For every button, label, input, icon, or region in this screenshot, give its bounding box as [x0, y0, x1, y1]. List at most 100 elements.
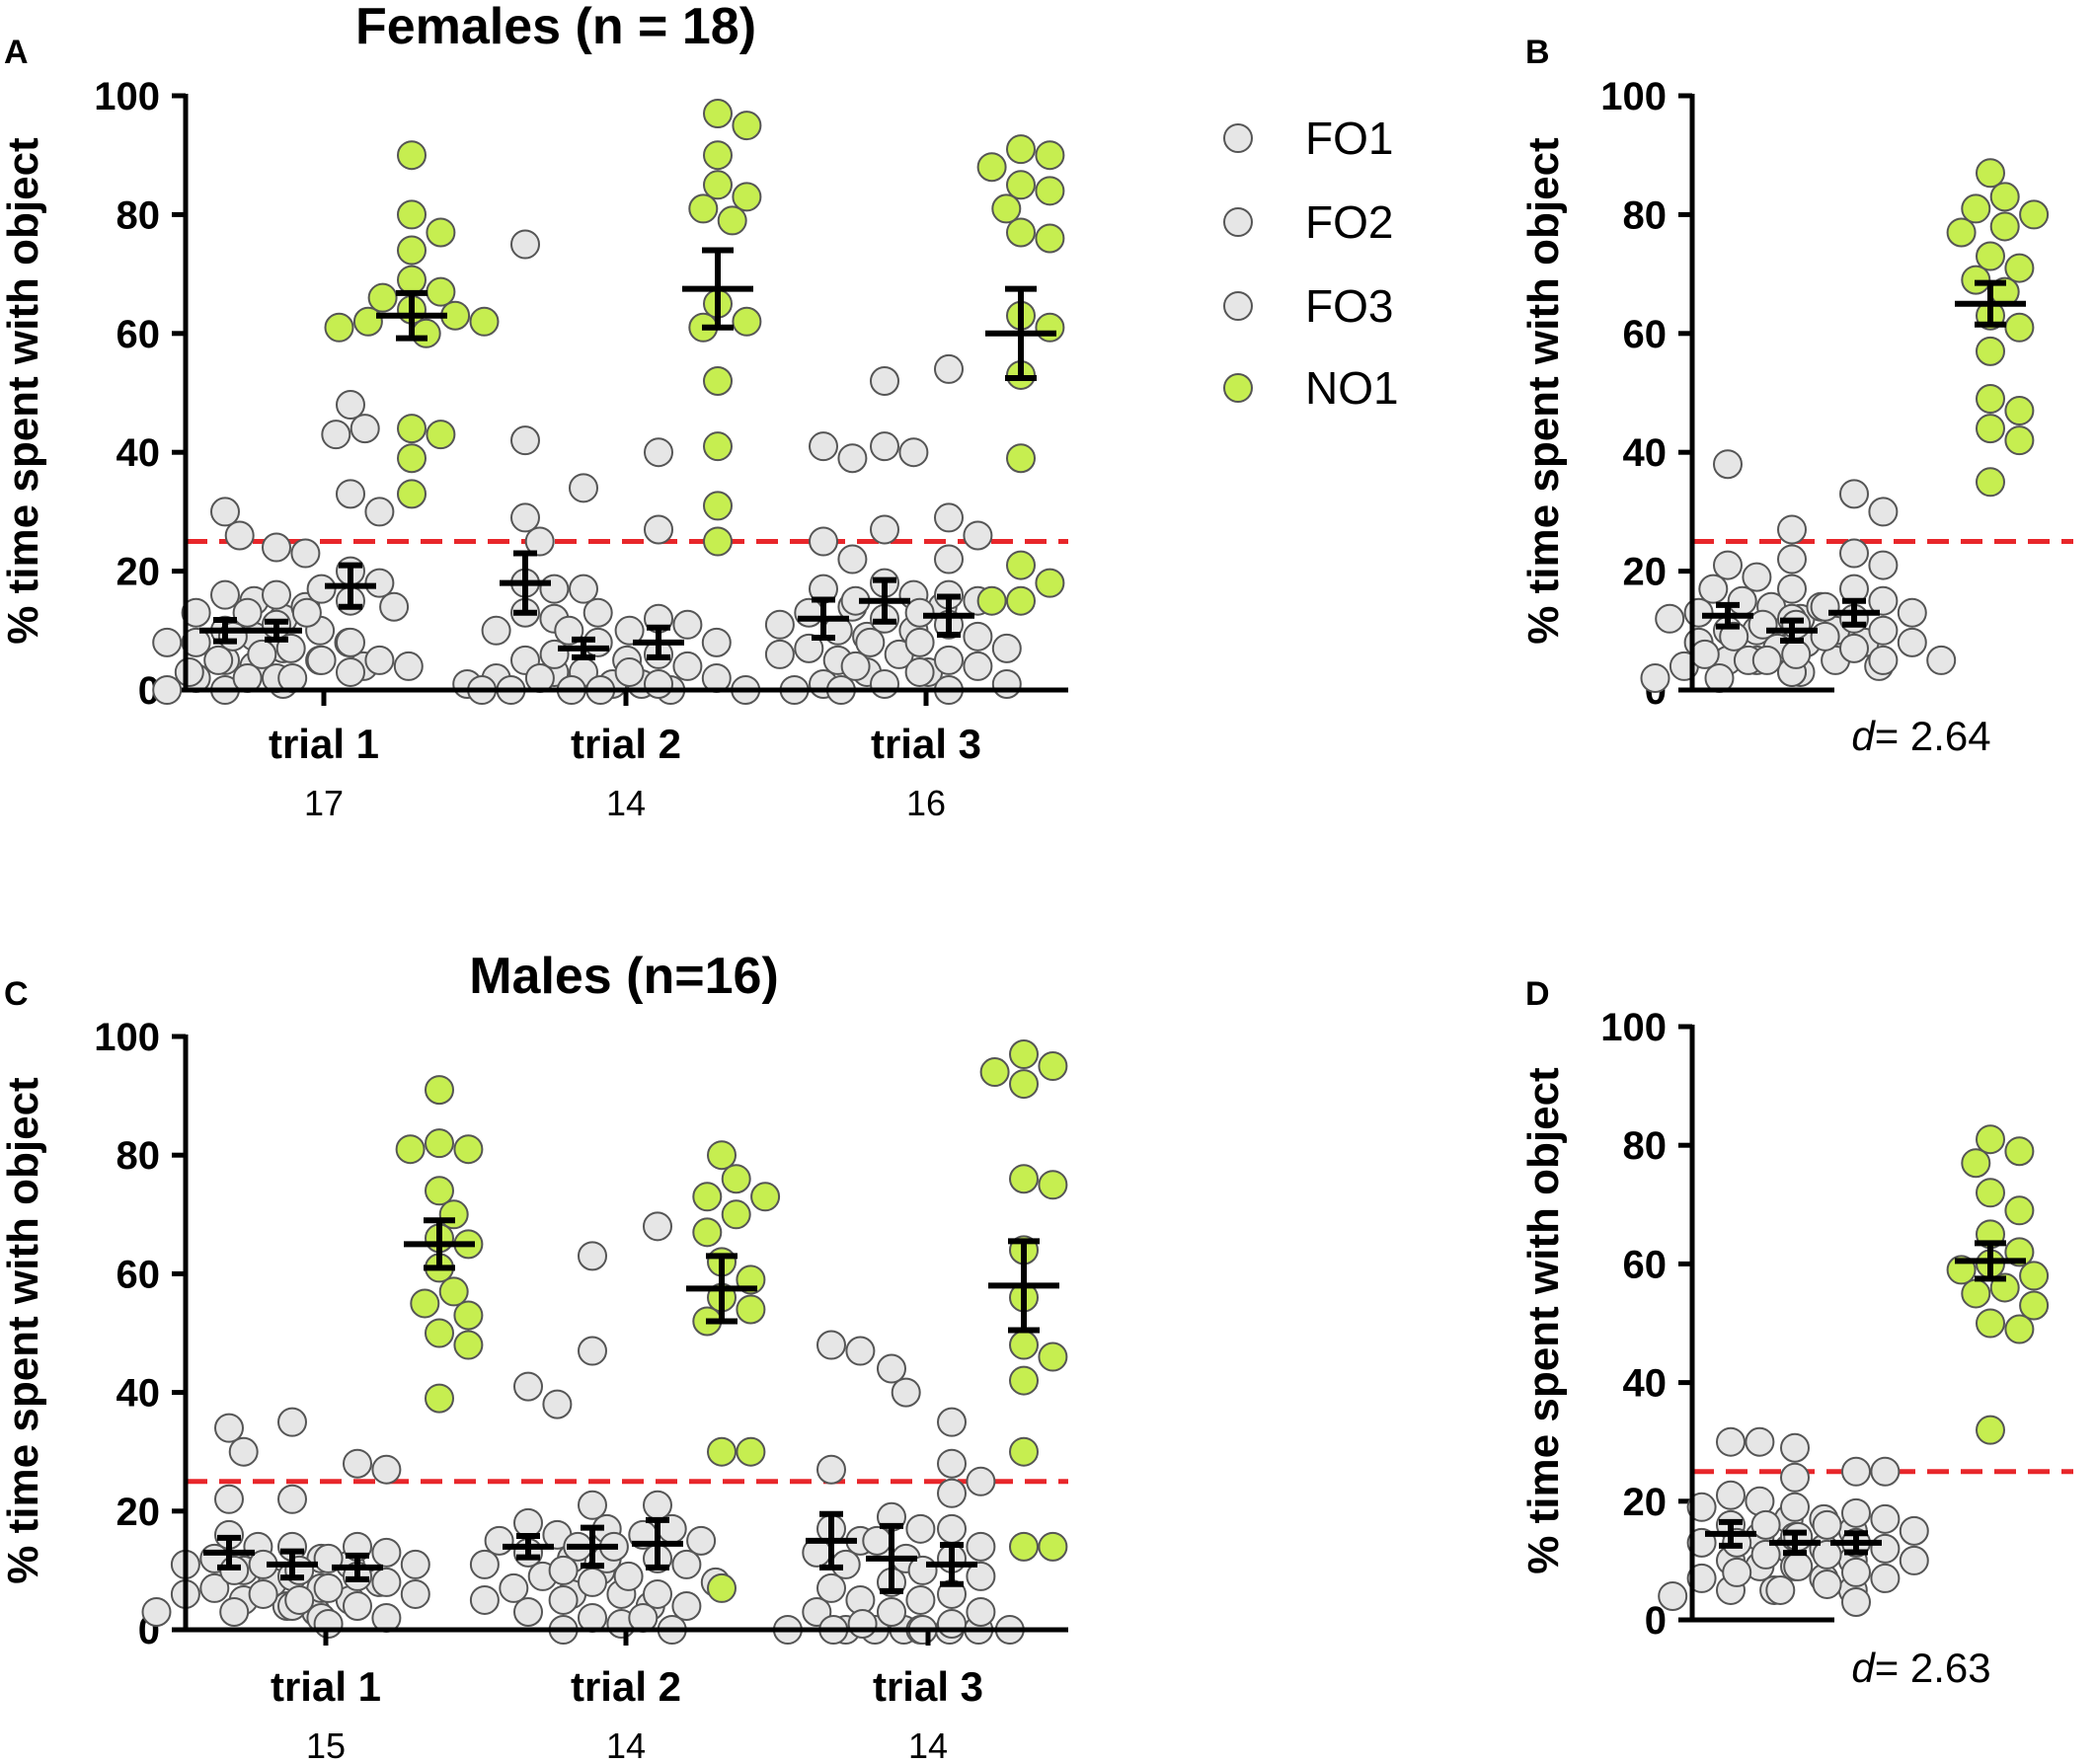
data-point-no1	[453, 1134, 484, 1165]
data-point-no1	[703, 170, 733, 200]
y-tick-label: 40	[116, 1372, 161, 1416]
data-point-fo2	[174, 656, 204, 687]
data-point-no1	[1009, 1330, 1039, 1360]
data-point-fo3	[672, 609, 703, 640]
data-point-fo3	[966, 1531, 996, 1562]
data-point-fo3	[1751, 645, 1782, 675]
data-point-no1	[1009, 1039, 1039, 1070]
data-point-no1	[425, 1318, 454, 1348]
y-tick-label: 80	[1623, 1124, 1668, 1168]
data-point-fo2	[905, 1513, 936, 1544]
data-point-fo1	[513, 1596, 543, 1627]
data-point-no1	[1038, 1342, 1068, 1372]
data-point-no1	[991, 193, 1022, 224]
data-point-fo3	[644, 514, 673, 545]
data-point-fo3	[1839, 633, 1869, 663]
data-point-fo3	[1810, 621, 1840, 652]
x-group-count: 15	[306, 1726, 346, 1764]
data-point-fo2	[277, 1407, 307, 1437]
data-point-fo3	[1897, 597, 1927, 628]
data-point-fo3	[644, 437, 673, 468]
panel-letter-b: B	[1525, 34, 1550, 71]
data-point-fo1	[539, 574, 570, 604]
data-point-no1	[1035, 312, 1065, 343]
data-point-fo2	[569, 574, 598, 604]
data-point-fo3	[934, 544, 964, 575]
y-tick-label: 60	[116, 313, 161, 356]
data-point-fo3	[1868, 550, 1899, 580]
data-point-fo1	[210, 497, 240, 527]
data-point-fo3	[284, 1584, 315, 1615]
data-point-fo3	[643, 1578, 672, 1609]
data-point-fo3	[364, 497, 395, 527]
data-point-fo3	[1870, 1563, 1901, 1593]
data-point-fo2	[539, 639, 570, 669]
data-point-fo2	[870, 514, 899, 545]
data-point-fo3	[614, 656, 645, 687]
data-point-fo2	[855, 627, 886, 657]
data-point-fo2	[290, 538, 321, 569]
data-point-fo2	[262, 579, 291, 610]
effect-symbol: d	[1851, 713, 1876, 759]
data-point-no1	[2004, 312, 2035, 343]
data-point-no1	[2004, 1136, 2035, 1167]
legend-label-fo3: FO3	[1305, 280, 1393, 332]
y-tick-label: 60	[1623, 313, 1668, 356]
y-tick-label: 0	[1645, 1599, 1667, 1643]
data-point-no1	[2004, 1195, 2035, 1226]
data-point-no1	[707, 1140, 737, 1171]
data-point-fo3	[613, 1561, 644, 1591]
data-point-fo2	[1777, 514, 1807, 545]
effect-value: = 2.63	[1875, 1645, 1991, 1691]
data-point-fo3	[937, 1407, 967, 1437]
panel-a-x-labels: trial 1 17 trial 2 14 trial 3 16	[269, 721, 981, 823]
data-point-fo3	[1868, 645, 1899, 675]
data-point-fo1	[845, 1336, 876, 1366]
data-point-fo3	[1868, 585, 1899, 616]
data-point-no1	[1006, 170, 1036, 200]
data-point-fo2	[891, 1377, 921, 1408]
data-point-no1	[1946, 217, 1977, 248]
data-point-fo1	[524, 526, 555, 557]
data-point-fo2	[1689, 639, 1720, 669]
data-point-no1	[397, 140, 427, 171]
data-point-fo1	[214, 1484, 244, 1514]
data-point-no1	[717, 205, 747, 236]
panel-d-males-pooled: D % time spent with object 020406080100 …	[1519, 975, 2073, 1691]
panel-d-effect-size: d= 2.63	[1851, 1645, 1990, 1691]
legend-label-no1: NO1	[1305, 362, 1399, 414]
data-point-fo3	[1810, 591, 1840, 622]
y-tick-label: 20	[1623, 1481, 1668, 1524]
x-group-label: trial 1	[269, 721, 379, 767]
data-point-no1	[411, 318, 441, 348]
data-point-fo1	[481, 615, 511, 646]
data-point-fo3	[291, 597, 322, 628]
panel-b-effect-size: d= 2.64	[1851, 713, 1990, 759]
data-point-no1	[1976, 158, 2005, 189]
data-point-fo2	[1777, 544, 1807, 575]
data-point-no1	[688, 193, 719, 224]
data-point-fo1	[816, 1454, 846, 1485]
data-point-fo2	[548, 1555, 579, 1585]
y-tick-label: 100	[1600, 1006, 1667, 1049]
legend-marker-fo2	[1223, 207, 1253, 237]
data-point-no1	[1038, 1170, 1068, 1200]
data-point-fo3	[343, 1590, 372, 1621]
data-point-fo2	[247, 639, 277, 669]
effect-symbol: d	[1851, 1645, 1876, 1691]
y-tick-label: 40	[1623, 431, 1668, 475]
data-point-fo3	[966, 1596, 996, 1627]
data-point-fo2	[232, 597, 263, 628]
y-tick-label: 80	[116, 1134, 161, 1178]
data-point-no1	[1976, 384, 2005, 415]
data-point-fo3	[343, 1448, 372, 1479]
data-point-fo3	[336, 656, 365, 687]
data-point-fo3	[934, 645, 964, 675]
x-group-label: trial 1	[271, 1663, 381, 1710]
data-point-fo3	[400, 1578, 430, 1609]
data-point-fo2	[1780, 1462, 1810, 1493]
data-point-fo1	[1745, 1426, 1775, 1457]
data-point-no1	[397, 414, 427, 444]
y-tick-label: 80	[116, 193, 161, 237]
